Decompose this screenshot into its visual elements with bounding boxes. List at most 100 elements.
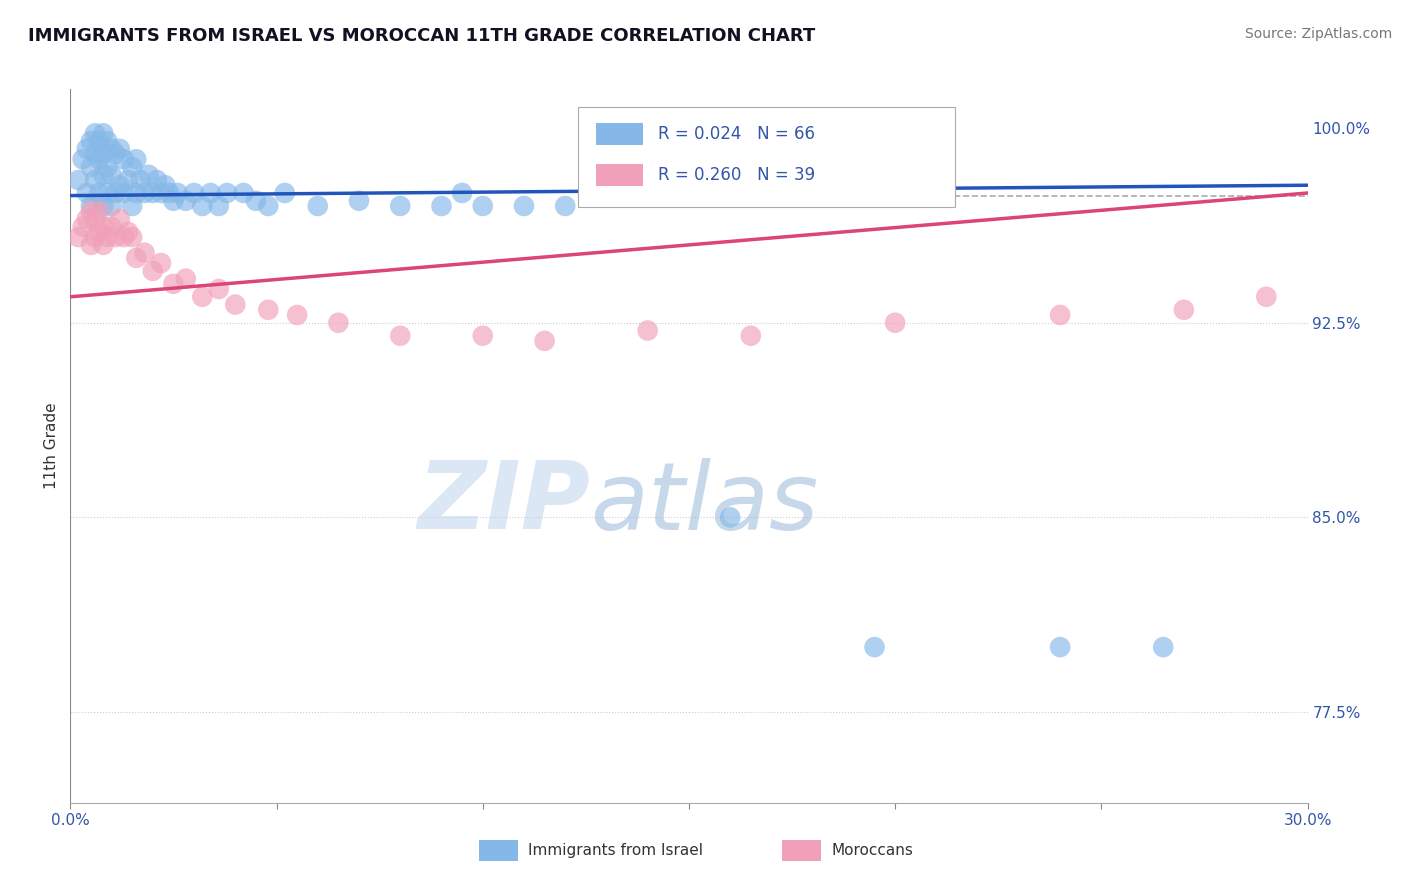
Point — [80, 238, 103, 252]
Point — [1152, 640, 1174, 654]
Point — [134, 245, 156, 260]
Text: Moroccans: Moroccans — [831, 843, 912, 858]
Point — [108, 178, 131, 193]
Text: Immigrants from Israel: Immigrants from Israel — [529, 843, 703, 858]
Point — [100, 142, 122, 156]
Point — [513, 199, 536, 213]
Point — [67, 173, 90, 187]
Point — [91, 199, 114, 213]
Point — [1173, 302, 1195, 317]
Point — [121, 230, 143, 244]
Point — [91, 126, 114, 140]
Point — [307, 199, 329, 213]
Point — [121, 199, 143, 213]
Point — [740, 328, 762, 343]
Bar — [596, 123, 643, 145]
Point — [89, 186, 111, 200]
Bar — [596, 164, 643, 186]
Point — [215, 186, 238, 200]
Point — [224, 297, 246, 311]
Y-axis label: 11th Grade: 11th Grade — [44, 402, 59, 490]
Point — [191, 199, 214, 213]
Point — [208, 282, 231, 296]
Point — [208, 199, 231, 213]
Point — [72, 219, 94, 234]
Point — [389, 199, 412, 213]
Point — [96, 134, 118, 148]
Point — [471, 199, 494, 213]
Point — [80, 199, 103, 213]
Point — [162, 194, 184, 208]
Point — [191, 290, 214, 304]
Point — [91, 219, 114, 234]
Point — [84, 230, 107, 244]
Point — [112, 186, 135, 200]
Point — [1049, 308, 1071, 322]
Text: IMMIGRANTS FROM ISRAEL VS MOROCCAN 11TH GRADE CORRELATION CHART: IMMIGRANTS FROM ISRAEL VS MOROCCAN 11TH … — [28, 27, 815, 45]
Point — [162, 277, 184, 291]
Point — [142, 186, 165, 200]
Bar — [782, 840, 821, 862]
Point — [80, 204, 103, 219]
Point — [150, 186, 173, 200]
Point — [76, 186, 98, 200]
Point — [637, 324, 659, 338]
Point — [96, 186, 118, 200]
Point — [150, 256, 173, 270]
Point — [129, 173, 152, 187]
Point — [471, 328, 494, 343]
Point — [134, 186, 156, 200]
Point — [117, 173, 139, 187]
Point — [451, 186, 474, 200]
Point — [200, 186, 222, 200]
Point — [84, 147, 107, 161]
Point — [183, 186, 205, 200]
Point — [100, 219, 122, 234]
Point — [174, 271, 197, 285]
Point — [96, 160, 118, 174]
Point — [96, 230, 118, 244]
Point — [389, 328, 412, 343]
Text: R = 0.260   N = 39: R = 0.260 N = 39 — [658, 166, 815, 184]
Point — [104, 147, 127, 161]
Text: ZIP: ZIP — [418, 457, 591, 549]
Point — [1256, 290, 1278, 304]
Point — [274, 186, 297, 200]
Point — [884, 316, 907, 330]
Point — [112, 153, 135, 167]
Point — [80, 160, 103, 174]
Point — [67, 230, 90, 244]
Point — [174, 194, 197, 208]
Point — [84, 173, 107, 187]
FancyBboxPatch shape — [578, 107, 955, 207]
Bar — [478, 840, 519, 862]
Point — [89, 134, 111, 148]
Point — [142, 264, 165, 278]
Point — [108, 211, 131, 226]
Point — [863, 640, 886, 654]
Point — [125, 186, 148, 200]
Point — [108, 142, 131, 156]
Point — [430, 199, 453, 213]
Point — [232, 186, 254, 200]
Point — [112, 230, 135, 244]
Point — [166, 186, 188, 200]
Point — [76, 211, 98, 226]
Point — [104, 186, 127, 200]
Text: atlas: atlas — [591, 458, 818, 549]
Point — [285, 308, 308, 322]
Point — [533, 334, 555, 348]
Point — [718, 510, 741, 524]
Text: Source: ZipAtlas.com: Source: ZipAtlas.com — [1244, 27, 1392, 41]
Point — [257, 199, 280, 213]
Point — [89, 153, 111, 167]
Point — [91, 168, 114, 182]
Point — [347, 194, 370, 208]
Point — [84, 126, 107, 140]
Point — [104, 230, 127, 244]
Point — [121, 160, 143, 174]
Point — [125, 153, 148, 167]
Point — [80, 134, 103, 148]
Point — [84, 211, 107, 226]
Point — [100, 168, 122, 182]
